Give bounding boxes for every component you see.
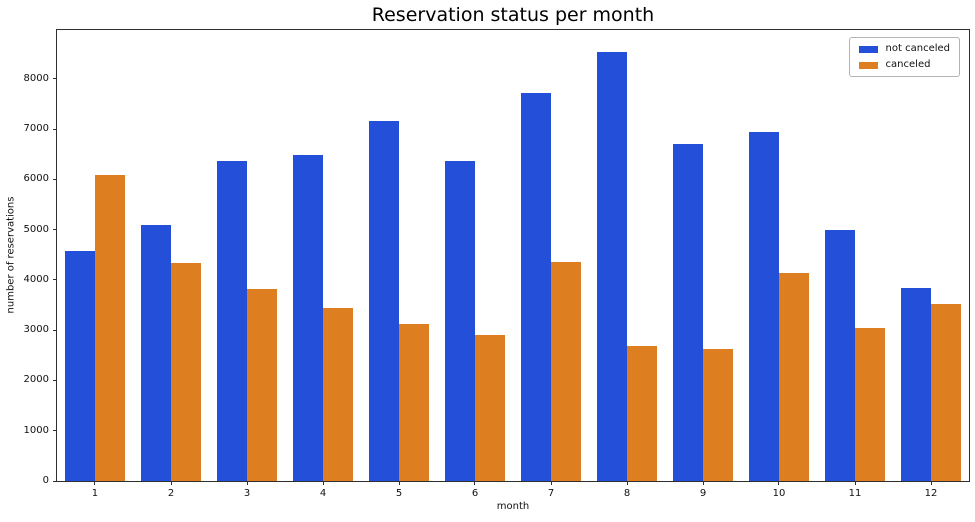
x-axis-tick xyxy=(930,481,932,485)
x-axis-tick-label: 3 xyxy=(243,488,251,499)
x-axis-tick-label: 5 xyxy=(395,488,403,499)
bar-not-canceled xyxy=(444,161,475,481)
bar-canceled xyxy=(94,175,126,481)
x-axis-tick xyxy=(702,481,704,485)
x-axis-label: month xyxy=(496,501,530,512)
legend-label: canceled xyxy=(885,59,931,70)
bar-canceled xyxy=(475,335,506,481)
x-axis-tick xyxy=(398,481,400,485)
legend-swatch-not-canceled xyxy=(858,45,878,53)
y-axis-tick xyxy=(53,78,57,80)
bar-not-canceled xyxy=(292,155,323,481)
y-axis-label: number of reservations xyxy=(5,196,17,314)
x-axis-tick-label: 12 xyxy=(924,488,938,499)
plot-area: 0 1000 2000 3000 4000 5000 6000 7000 8000 1 2 3 4 5 6 7… xyxy=(24,29,970,499)
y-axis-tick-label: 4000 xyxy=(23,273,49,285)
y-axis-tick-label: 5000 xyxy=(23,223,49,235)
x-axis-tick-label: 6 xyxy=(471,488,479,499)
y-axis-tick-label: 7000 xyxy=(23,123,49,135)
bar-not-canceled xyxy=(368,120,399,481)
y-axis-tick xyxy=(53,379,57,381)
legend-swatch-canceled xyxy=(858,61,878,69)
bar-not-canceled xyxy=(596,51,627,481)
x-axis-tick xyxy=(170,481,172,485)
y-axis-tick-label: 8000 xyxy=(23,72,49,84)
bar-canceled xyxy=(399,323,430,481)
y-axis-tick xyxy=(53,229,57,231)
x-axis-tick-label: 7 xyxy=(547,488,555,499)
bar-not-canceled xyxy=(216,161,247,481)
bar-canceled xyxy=(171,262,202,481)
y-axis-tick xyxy=(53,128,57,130)
legend-label: not canceled xyxy=(885,43,950,54)
bar-canceled xyxy=(627,345,658,481)
x-axis-tick-label: 9 xyxy=(699,488,707,499)
x-axis-tick xyxy=(854,481,856,485)
y-axis-tick xyxy=(53,480,57,482)
bar-canceled xyxy=(247,288,278,481)
bar-not-canceled xyxy=(520,92,551,481)
y-axis-tick xyxy=(53,430,57,432)
legend: not canceled canceled xyxy=(848,37,960,77)
bar-not-canceled xyxy=(140,225,171,481)
bar-canceled xyxy=(703,348,734,481)
bar-canceled xyxy=(779,272,810,481)
y-axis-tick-label: 1000 xyxy=(23,424,49,436)
x-axis-tick xyxy=(94,481,96,485)
y-axis-tick-label: 2000 xyxy=(23,374,49,386)
x-axis-tick-label: 2 xyxy=(167,488,175,499)
y-axis-tick xyxy=(53,178,57,180)
y-axis-tick-label: 3000 xyxy=(23,324,49,336)
bar-not-canceled xyxy=(748,131,779,481)
y-axis-tick-label: 6000 xyxy=(23,173,49,185)
x-axis-tick-label: 8 xyxy=(623,488,631,499)
legend-item-not-canceled: not canceled xyxy=(858,43,950,54)
x-axis-tick xyxy=(626,481,628,485)
x-axis-tick xyxy=(322,481,324,485)
bar-not-canceled xyxy=(64,250,95,481)
bar-not-canceled xyxy=(824,230,855,481)
y-axis-tick xyxy=(53,329,57,331)
x-axis-tick xyxy=(550,481,552,485)
y-axis-tick xyxy=(53,279,57,281)
bar-canceled xyxy=(931,304,962,481)
y-axis-tick-label: 0 xyxy=(42,475,49,486)
x-axis-tick xyxy=(778,481,780,485)
legend-item-canceled: canceled xyxy=(858,59,950,70)
bar-canceled xyxy=(323,307,354,481)
x-axis-tick xyxy=(474,481,476,485)
x-axis-tick-label: 11 xyxy=(848,488,862,499)
x-axis-tick-label: 4 xyxy=(319,488,327,499)
chart-title: Reservation status per month xyxy=(371,4,655,26)
bar-canceled xyxy=(551,261,582,481)
x-axis-tick-label: 1 xyxy=(91,488,99,499)
bar-canceled xyxy=(855,328,886,481)
bar-not-canceled xyxy=(672,144,703,481)
bar-not-canceled xyxy=(900,287,931,481)
x-axis-tick-label: 10 xyxy=(772,488,786,499)
x-axis-tick xyxy=(246,481,248,485)
